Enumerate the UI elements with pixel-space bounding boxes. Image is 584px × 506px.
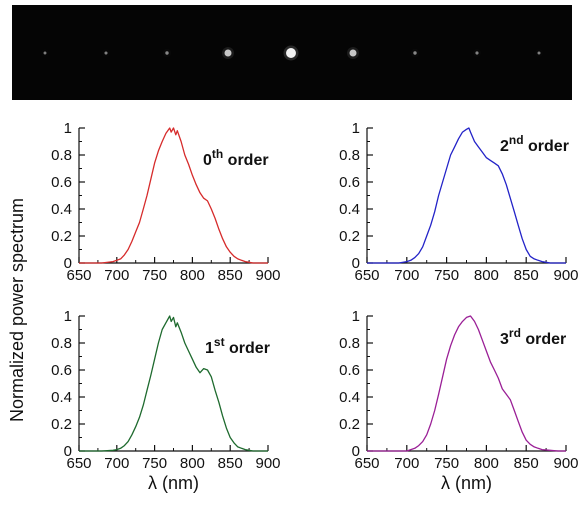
y-tick-label: 1 <box>64 120 72 137</box>
x-tick-label: 800 <box>180 267 205 284</box>
y-tick-label: 0 <box>352 255 360 272</box>
y-tick-label: 0.2 <box>51 228 72 245</box>
spectrum-panel: 0 0.2 0.4 0.6 0.8 1 650 700 750 800 850 900 2nd orde… <box>339 120 578 284</box>
x-tick-label: 700 <box>394 455 419 472</box>
diffraction-spot <box>413 51 417 55</box>
diffraction-spot <box>349 49 357 57</box>
y-tick-label: 0.2 <box>339 228 360 245</box>
y-tick-label: 0.4 <box>51 389 72 406</box>
y-tick-label: 0 <box>352 443 360 460</box>
x-tick-label: 900 <box>553 267 578 284</box>
x-tick-label: 700 <box>104 455 129 472</box>
x-tick-label: 800 <box>474 267 499 284</box>
x-axis-title: λ (nm) <box>441 473 492 493</box>
y-tick-label: 0 <box>64 443 72 460</box>
spectrum-line <box>367 127 566 264</box>
x-tick-label: 650 <box>66 267 91 284</box>
x-tick-label: 850 <box>514 267 539 284</box>
spectrum-line <box>79 127 268 264</box>
x-tick-label: 850 <box>514 455 539 472</box>
y-tick-label: 0.6 <box>51 174 72 191</box>
x-tick-label: 900 <box>255 455 280 472</box>
x-tick-label: 850 <box>218 267 243 284</box>
x-tick-label: 800 <box>180 455 205 472</box>
x-tick-label: 750 <box>434 455 459 472</box>
y-tick-label: 0.4 <box>339 389 360 406</box>
diffraction-spot <box>224 49 232 57</box>
y-tick-label: 0.6 <box>339 362 360 379</box>
y-axis-title: Normalized power spectrum <box>7 198 27 422</box>
y-tick-label: 0.6 <box>51 362 72 379</box>
y-tick-label: 0.8 <box>339 147 360 164</box>
diffraction-spot <box>475 51 479 55</box>
y-tick-label: 0.8 <box>51 147 72 164</box>
x-tick-label: 650 <box>354 455 379 472</box>
y-tick-label: 0.4 <box>339 201 360 218</box>
diffraction-spot <box>537 51 541 55</box>
x-tick-label: 700 <box>394 267 419 284</box>
x-tick-label: 800 <box>474 455 499 472</box>
x-tick-label: 650 <box>354 267 379 284</box>
y-tick-label: 1 <box>352 308 360 325</box>
diffraction-spot <box>104 51 108 55</box>
y-tick-label: 0.6 <box>339 174 360 191</box>
y-tick-label: 0.2 <box>51 416 72 433</box>
order-label: 0th order <box>203 147 269 169</box>
diffraction-spot <box>286 48 296 58</box>
spectrum-line <box>79 315 268 452</box>
diffraction-spot <box>165 51 169 55</box>
x-axis-title: λ (nm) <box>148 473 199 493</box>
diffraction-spot <box>43 51 47 55</box>
x-tick-label: 750 <box>142 455 167 472</box>
y-tick-label: 0.8 <box>339 335 360 352</box>
y-tick-label: 0 <box>64 255 72 272</box>
y-tick-label: 1 <box>352 120 360 137</box>
spectrum-panel: 0 0.2 0.4 0.6 0.8 1 650 700 750 800 850 900 λ (nm) 3r… <box>339 308 578 493</box>
y-tick-label: 0.8 <box>51 335 72 352</box>
diffraction-spots <box>43 45 541 61</box>
y-tick-label: 0.2 <box>339 416 360 433</box>
x-tick-label: 900 <box>553 455 578 472</box>
spectrum-panels: 0 0.2 0.4 0.6 0.8 1 650 700 750 800 850 900 0th orde… <box>51 120 578 493</box>
x-tick-label: 850 <box>218 455 243 472</box>
spectrum-panel: 0 0.2 0.4 0.6 0.8 1 650 700 750 800 850 900 λ (nm) 1s… <box>51 308 280 493</box>
order-label: 2nd order <box>500 133 569 155</box>
x-tick-label: 900 <box>255 267 280 284</box>
y-tick-label: 0.4 <box>51 201 72 218</box>
x-tick-label: 650 <box>66 455 91 472</box>
order-label: 1st order <box>205 335 270 357</box>
x-tick-label: 700 <box>104 267 129 284</box>
x-tick-label: 750 <box>434 267 459 284</box>
y-tick-label: 1 <box>64 308 72 325</box>
spectrum-panel: 0 0.2 0.4 0.6 0.8 1 650 700 750 800 850 900 0th orde… <box>51 120 280 284</box>
order-label: 3rd order <box>500 326 566 348</box>
x-tick-label: 750 <box>142 267 167 284</box>
spectrum-line <box>367 315 566 452</box>
